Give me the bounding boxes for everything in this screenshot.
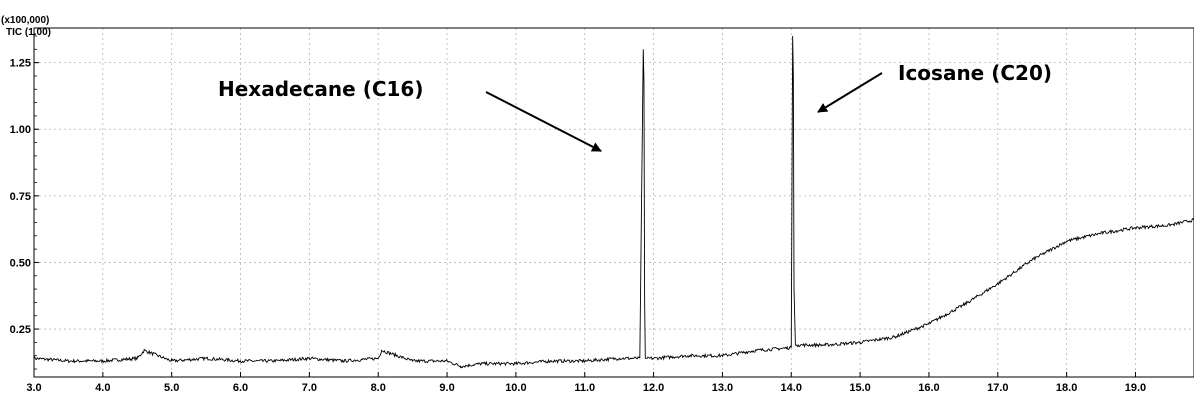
x-tick-label: 3.0 bbox=[26, 382, 41, 394]
tic-trace-line bbox=[33, 35, 1194, 369]
x-tick-label: 17.0 bbox=[987, 382, 1008, 394]
arrow-hexadecane bbox=[485, 91, 602, 152]
arrow-icosane bbox=[817, 72, 883, 113]
x-tick-label: 18.0 bbox=[1056, 382, 1077, 394]
x-tick-label: 14.0 bbox=[781, 382, 802, 394]
x-tick-label: 11.0 bbox=[574, 382, 595, 394]
x-tick-label: 16.0 bbox=[918, 382, 939, 394]
x-tick-label: 10.0 bbox=[505, 382, 526, 394]
annotation-icosane: Icosane (C20) bbox=[898, 61, 1052, 85]
x-tick-label: 4.0 bbox=[95, 382, 110, 394]
x-tick-label: 9.0 bbox=[439, 382, 454, 394]
y-tick-label: 0.75 bbox=[10, 191, 31, 203]
x-tick-label: 7.0 bbox=[302, 382, 317, 394]
trace-layer bbox=[33, 35, 1194, 369]
annotation-hexadecane: Hexadecane (C16) bbox=[218, 77, 424, 101]
x-tick-label: 12.0 bbox=[643, 382, 664, 394]
x-tick-label: 19.0 bbox=[1125, 382, 1146, 394]
y-tick-label: 1.25 bbox=[10, 58, 31, 70]
grid bbox=[33, 28, 1194, 377]
x-tick-label: 8.0 bbox=[371, 382, 386, 394]
x-tick-label: 15.0 bbox=[849, 382, 870, 394]
scale-label: (x100,000) bbox=[1, 15, 49, 26]
x-tick-label: 13.0 bbox=[712, 382, 733, 394]
axis-ticks: 3.0 4.0 5.0 6.0 7.0 8.0 9.0 10.0 11.0 12.0 13.0 14.… bbox=[10, 35, 1146, 394]
plot-frame bbox=[33, 27, 1194, 378]
trace-label: TIC (1.00) bbox=[6, 27, 51, 38]
y-tick-label: 1.00 bbox=[10, 124, 31, 136]
x-tick-label: 5.0 bbox=[164, 382, 179, 394]
y-tick-label: 0.25 bbox=[10, 324, 31, 336]
y-tick-label: 0.50 bbox=[10, 257, 31, 269]
x-tick-label: 6.0 bbox=[233, 382, 248, 394]
